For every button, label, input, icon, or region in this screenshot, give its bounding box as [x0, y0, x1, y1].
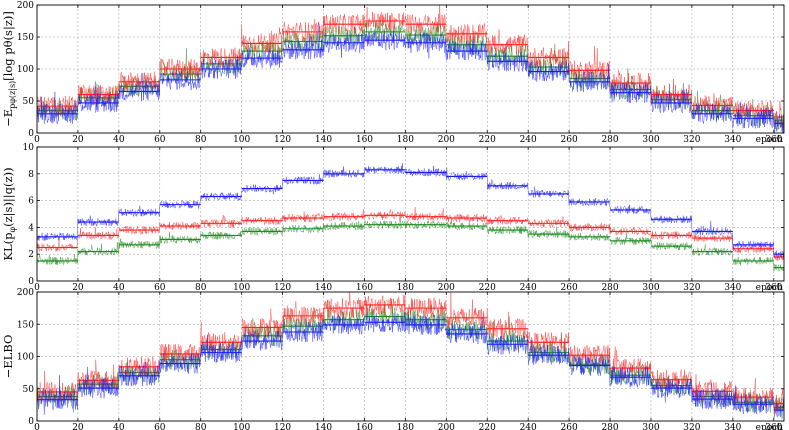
x-axis-unit-label: epoch: [756, 423, 784, 430]
x-tick-label: 100: [233, 423, 250, 430]
y-tick-label: 100: [17, 353, 34, 363]
green-series-line: [37, 216, 784, 272]
y-tick-label: 4: [28, 223, 34, 233]
x-tick-label: 220: [479, 283, 496, 293]
x-axis-unit-label: epoch: [756, 135, 784, 145]
x-tick-label: 160: [356, 423, 373, 430]
y-tick-label: 0: [28, 277, 34, 287]
red-series-line: [37, 292, 784, 416]
y-tick-label: 150: [17, 320, 34, 330]
x-tick-label: 140: [315, 423, 332, 430]
y-axis-label: KL(pφ(z|s)||q(z)): [1, 167, 17, 260]
x-tick-label: 360: [765, 423, 782, 430]
x-tick-label: 80: [195, 423, 207, 430]
y-tick-label: 200: [17, 288, 34, 298]
gridlines: [37, 147, 784, 281]
x-tick-label: 200: [438, 283, 455, 293]
x-tick-label: 0: [34, 283, 40, 293]
x-tick-label: 40: [113, 423, 125, 430]
x-tick-label: 360: [765, 135, 782, 145]
y-tick-label: 100: [17, 65, 34, 75]
x-tick-label: 260: [561, 283, 578, 293]
y-tick-label: 2: [28, 250, 34, 260]
y-tick-label: 0: [28, 417, 34, 427]
x-tick-label: 140: [315, 135, 332, 145]
x-tick-label: 80: [195, 135, 207, 145]
x-tick-label: 340: [724, 423, 741, 430]
neg-elbo-panel: 0 20 40 60 80 100 120 140 160 180 200 220 240 260 280 3…: [1, 288, 785, 430]
x-tick-label: 340: [724, 135, 741, 145]
reconstruction-panel: 0 20 40 60 80 100 120 140 160 180 200 220 240 260 280 3…: [1, 1, 785, 145]
x-tick-label: 60: [154, 283, 166, 293]
x-tick-label: 300: [642, 283, 659, 293]
y-tick-label: 50: [23, 385, 35, 395]
x-tick-label: 40: [113, 135, 125, 145]
x-tick-label: 320: [683, 423, 700, 430]
x-tick-label: 180: [397, 283, 414, 293]
green-series-line: [37, 21, 784, 131]
y-tick-label: 150: [17, 33, 34, 43]
x-tick-label: 240: [520, 135, 537, 145]
x-tick-label: 100: [233, 135, 250, 145]
x-tick-label: 320: [683, 135, 700, 145]
x-tick-label: 20: [72, 283, 84, 293]
x-tick-label: 200: [438, 135, 455, 145]
x-tick-label: 60: [154, 423, 166, 430]
x-tick-label: 60: [154, 135, 166, 145]
x-tick-label: 280: [601, 135, 618, 145]
x-tick-label: 100: [233, 283, 250, 293]
x-tick-label: 300: [642, 423, 659, 430]
x-tick-label: 120: [274, 423, 291, 430]
x-tick-label: 200: [438, 423, 455, 430]
x-tick-label: 80: [195, 283, 207, 293]
x-tick-label: 240: [520, 423, 537, 430]
y-tick-label: 6: [28, 197, 34, 207]
x-tick-label: 260: [561, 423, 578, 430]
y-tick-label: 200: [17, 1, 34, 11]
y-axis-label: −Epφ(z|s)[log pθ(s|z)]: [1, 11, 17, 127]
x-tick-label: 360: [765, 283, 782, 293]
red-series-line: [37, 5, 784, 129]
x-tick-label: 40: [113, 283, 125, 293]
x-tick-label: 220: [479, 135, 496, 145]
y-tick-label: 8: [28, 170, 34, 180]
x-tick-label: 260: [561, 135, 578, 145]
plot-frame: [36, 146, 785, 282]
y-tick-label: 10: [23, 143, 35, 153]
x-tick-label: 160: [356, 283, 373, 293]
y-tick-label: 0: [28, 129, 34, 139]
y-tick-label: 50: [23, 97, 35, 107]
blue-series-line: [37, 162, 784, 259]
x-tick-label: 0: [34, 135, 40, 145]
kl-divergence-panel: 0 20 40 60 80 100 120 140 160 180 200 220 240 260 280 3…: [1, 143, 785, 293]
x-tick-label: 280: [601, 283, 618, 293]
blue-series-line: [37, 23, 784, 133]
x-tick-label: 180: [397, 135, 414, 145]
red-series-line: [37, 207, 784, 261]
x-tick-label: 120: [274, 135, 291, 145]
blue-series-line: [37, 312, 784, 419]
x-tick-label: 340: [724, 283, 741, 293]
x-tick-label: 0: [34, 423, 40, 430]
x-tick-label: 240: [520, 283, 537, 293]
x-tick-label: 220: [479, 423, 496, 430]
x-tick-label: 300: [642, 135, 659, 145]
x-tick-label: 140: [315, 283, 332, 293]
x-tick-label: 320: [683, 283, 700, 293]
y-axis-label: −ELBO: [1, 335, 15, 379]
x-tick-label: 180: [397, 423, 414, 430]
x-axis-unit-label: epoch: [756, 283, 784, 293]
x-tick-label: 20: [72, 135, 84, 145]
x-tick-label: 20: [72, 423, 84, 430]
x-tick-label: 280: [601, 423, 618, 430]
x-tick-label: 160: [356, 135, 373, 145]
x-tick-label: 120: [274, 283, 291, 293]
